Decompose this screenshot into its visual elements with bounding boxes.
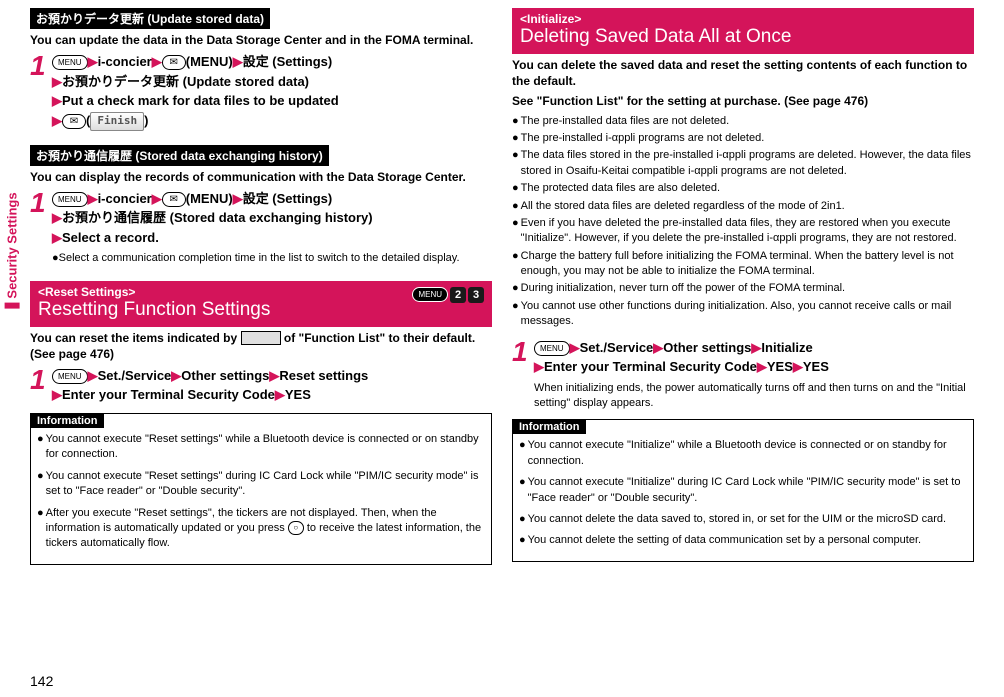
note-text: Select a communication completion time i…: [59, 252, 460, 264]
menu-key-icon: MENU: [412, 287, 448, 302]
reset-step: 1 MENU▶Set./Service▶Other settings▶Reset…: [30, 366, 492, 405]
bullet-text: Charge the battery full before initializ…: [521, 249, 974, 280]
text: Enter your Terminal Security Code: [62, 387, 275, 402]
step-number: 1: [30, 366, 48, 394]
menu-key-icon: MENU: [52, 369, 88, 384]
bullet-text: The pre-installed data files are not del…: [521, 114, 730, 129]
stored-history-step: 1 MENU▶i-concier▶(MENU)▶設定 (Settings) ▶お…: [30, 189, 492, 267]
mail-key-icon: [162, 192, 186, 207]
text: i-concier: [98, 191, 152, 206]
bullet-text: You cannot use other functions during in…: [521, 299, 974, 330]
text: YES: [803, 359, 829, 374]
text: お預かり通信履歴 (Stored data exchanging history…: [62, 210, 373, 225]
bullet-text: The protected data files are also delete…: [521, 181, 720, 196]
stored-history-header: お預かり通信履歴 (Stored data exchanging history…: [30, 145, 329, 166]
step-number: 1: [30, 52, 48, 80]
menu-key-icon: MENU: [52, 55, 88, 70]
reset-settings-header: MENU 2 3 <Reset Settings> Resetting Func…: [30, 281, 492, 327]
initialize-tag: <Initialize>: [520, 12, 966, 26]
text: Initialize: [761, 340, 812, 355]
key-2-icon: 2: [450, 287, 466, 303]
bullet-text: All the stored data files are deleted re…: [521, 199, 845, 214]
menu-key-icon: MENU: [52, 192, 88, 207]
text: Select a record.: [62, 230, 159, 245]
mail-key-icon: [162, 55, 186, 70]
text: i-concier: [98, 54, 152, 69]
side-tab-label: Security Settings: [5, 192, 20, 298]
info-item: You cannot execute "Initialize" while a …: [528, 438, 967, 469]
note-text: When initializing ends, the power automa…: [534, 381, 974, 412]
initialize-desc: You can delete the saved data and reset …: [512, 57, 974, 89]
info-item: You cannot delete the setting of data co…: [528, 533, 921, 548]
key-3-icon: 3: [468, 287, 484, 303]
info-item: You cannot execute "Initialize" during I…: [528, 475, 967, 506]
reset-title: Resetting Function Settings: [38, 299, 270, 320]
right-column: <Initialize> Deleting Saved Data All at …: [512, 8, 974, 565]
text: Enter your Terminal Security Code: [544, 359, 757, 374]
info-item: After you execute "Reset settings", the …: [46, 506, 485, 552]
menu-key-icon: MENU: [534, 341, 570, 356]
text: YES: [767, 359, 793, 374]
info-item: You cannot delete the data saved to, sto…: [528, 512, 946, 527]
info-header: Information: [31, 414, 104, 428]
bullet-text: During initialization, never turn off th…: [521, 281, 845, 296]
step-number: 1: [512, 338, 530, 366]
initialize-desc2: See "Function List" for the setting at p…: [512, 93, 974, 109]
text: Set./Service: [98, 368, 172, 383]
text: Other settings: [663, 340, 751, 355]
bullet-text: Even if you have deleted the pre-install…: [521, 216, 974, 247]
text: You can reset the items indicated by: [30, 331, 241, 345]
text: Put a check mark for data files to be up…: [62, 93, 339, 108]
text: 設定 (Settings): [243, 191, 333, 206]
text: Set./Service: [580, 340, 654, 355]
initialize-header: <Initialize> Deleting Saved Data All at …: [512, 8, 974, 54]
page-number: 142: [30, 673, 53, 689]
grey-box-icon: [241, 331, 281, 345]
bullet-text: The data files stored in the pre-install…: [521, 148, 974, 179]
reset-desc: You can reset the items indicated by of …: [30, 330, 492, 362]
text: (MENU): [186, 191, 233, 206]
step-number: 1: [30, 189, 48, 217]
initialize-title: Deleting Saved Data All at Once: [520, 26, 791, 47]
finish-button: Finish: [90, 112, 144, 131]
update-stored-data-header: お預かりデータ更新 (Update stored data): [30, 8, 270, 29]
initialize-step: 1 MENU▶Set./Service▶Other settings▶Initi…: [512, 338, 974, 412]
side-tab: Security Settings: [2, 175, 22, 325]
bullet-text: The pre-installed i-αppli programs are n…: [521, 131, 765, 146]
initialize-info-block: Information ●You cannot execute "Initial…: [512, 419, 974, 561]
reset-info-block: Information ●You cannot execute "Reset s…: [30, 413, 492, 565]
circle-key-icon: ○: [288, 521, 304, 535]
update-stored-data-desc: You can update the data in the Data Stor…: [30, 32, 492, 48]
info-header: Information: [513, 420, 586, 434]
text: Reset settings: [279, 368, 368, 383]
info-item: You cannot execute "Reset settings" whil…: [46, 432, 485, 463]
text: (MENU): [186, 54, 233, 69]
initialize-bullets: ●The pre-installed data files are not de…: [512, 114, 974, 330]
text: Other settings: [181, 368, 269, 383]
left-column: お預かりデータ更新 (Update stored data) You can u…: [8, 8, 492, 565]
text: お預かりデータ更新 (Update stored data): [62, 74, 309, 89]
mail-key-icon: [62, 114, 86, 129]
text: YES: [285, 387, 311, 402]
text: 設定 (Settings): [243, 54, 333, 69]
stored-history-desc: You can display the records of communica…: [30, 169, 492, 185]
update-stored-data-step: 1 MENU▶i-concier▶(MENU)▶設定 (Settings) ▶お…: [30, 52, 492, 130]
info-item: You cannot execute "Reset settings" duri…: [46, 469, 485, 500]
